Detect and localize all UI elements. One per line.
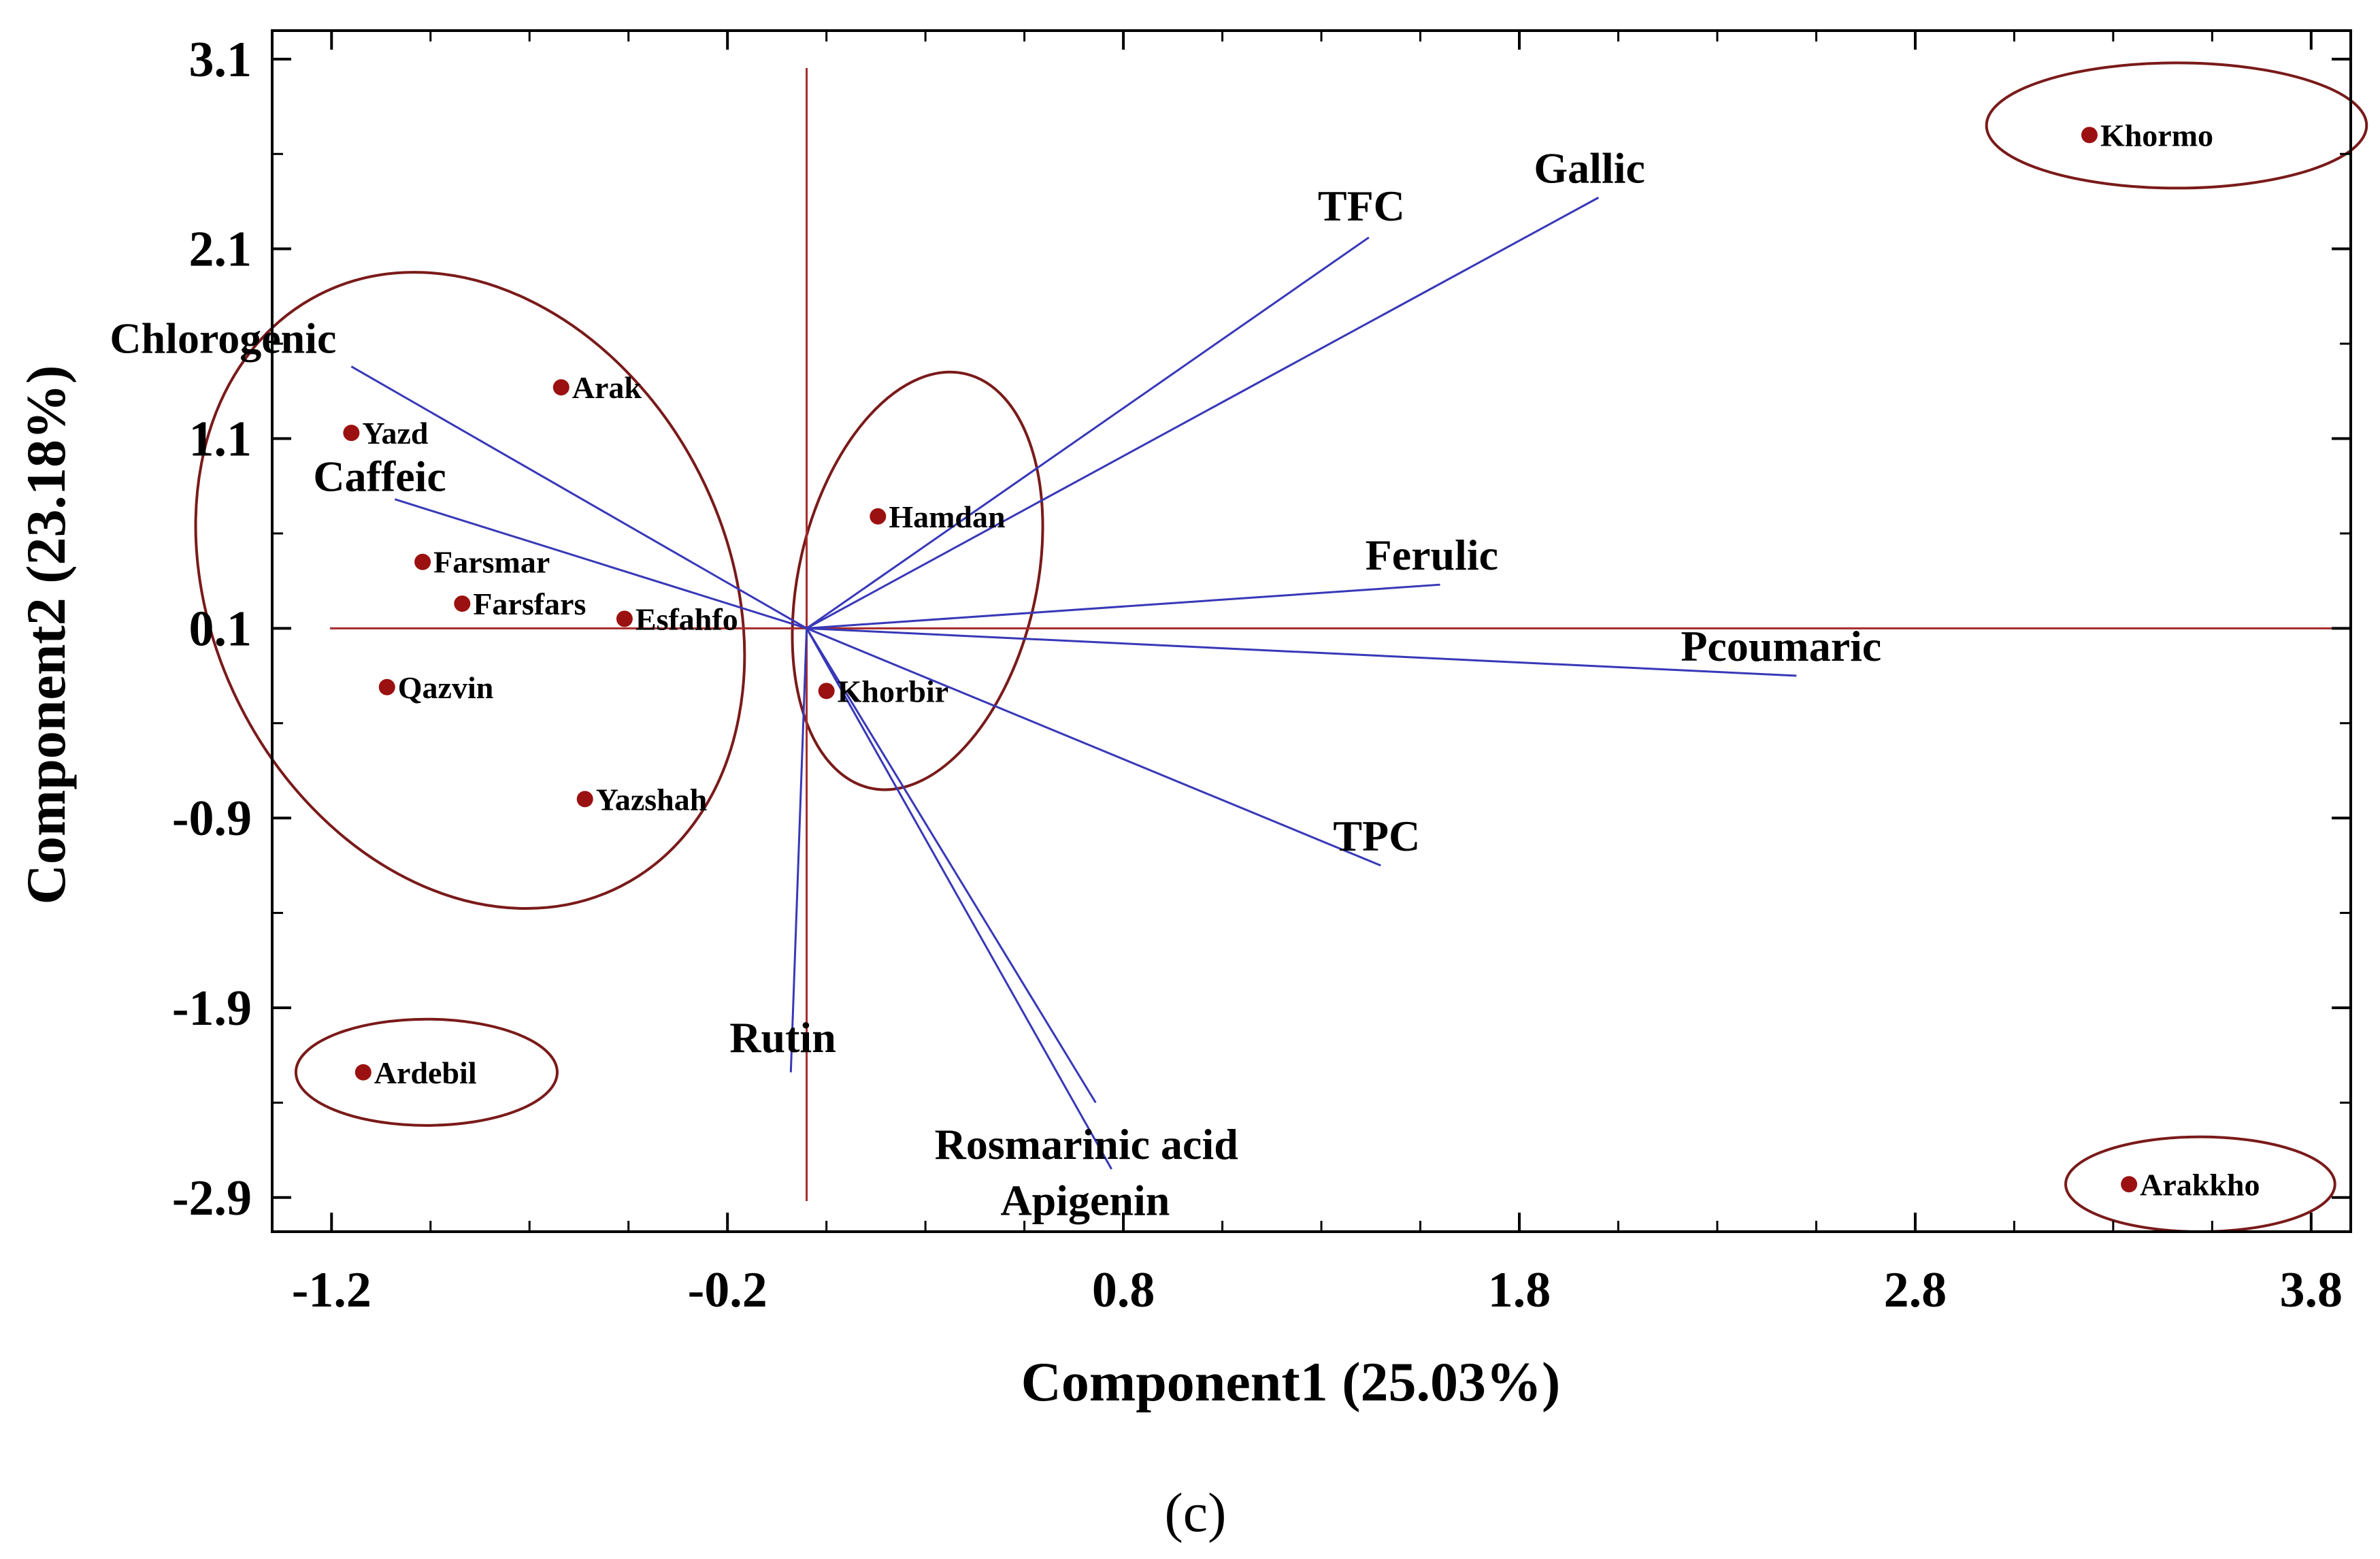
point-khorbir: [818, 683, 835, 700]
point-arak: [552, 379, 569, 396]
point-label-qazvin: Qazvin: [398, 670, 494, 705]
point-label-farsfars: Farsfars: [473, 587, 586, 621]
cluster-ellipse-4: [294, 1017, 559, 1127]
x-axis-title: Component1 (25.03%): [1021, 1351, 1561, 1413]
point-farsmar: [414, 553, 431, 570]
vector-label-rutin: Rutin: [729, 1013, 836, 1062]
vector-tfc: [806, 236, 1370, 629]
cluster-ellipse-1: [1985, 61, 2368, 190]
y-tick-label: 2.1: [189, 222, 252, 278]
y-tick-label: -1.9: [172, 981, 252, 1036]
vector-label-pcoumaric: Pcoumaric: [1681, 622, 1881, 670]
x-tick-label: 0.8: [1092, 1262, 1155, 1318]
point-yazd: [343, 425, 360, 442]
point-esfahfo: [616, 610, 633, 627]
vector-chlorogenic: [350, 365, 808, 629]
axis-ticks: -1.2 -0.2 0.8 1.8 2.8 3.8 3.1 2.1 1.1 0.1 -0.9 -1.9…: [172, 31, 2351, 1318]
point-label-khorbir: Khorbir: [838, 674, 949, 708]
y-tick-label: 3.1: [189, 32, 252, 88]
y-tick-label: -0.9: [172, 791, 252, 847]
cluster-ellipse-2: [194, 271, 746, 910]
vector-rosmarinic-acid: [806, 627, 1112, 1170]
vector-caffeic: [394, 498, 808, 629]
x-tick-label: 1.8: [1488, 1262, 1551, 1318]
point-khormo: [2081, 127, 2098, 144]
vector-gallic: [806, 197, 1600, 629]
vector-label-chlorogenic: Chlorogenic: [110, 314, 336, 363]
vector-pcoumaric: [806, 627, 1797, 677]
point-ardebil: [354, 1064, 371, 1081]
point-label-yazshah: Yazshah: [596, 782, 708, 817]
vector-ferulic: [806, 583, 1440, 629]
point-label-hamdan: Hamdan: [889, 499, 1005, 534]
x-tick-label: -0.2: [688, 1262, 767, 1318]
point-arakkho: [2121, 1176, 2138, 1193]
plot-border: [271, 29, 2352, 1233]
point-label-khormo: Khormo: [2100, 118, 2213, 152]
y-tick-label: 1.1: [189, 411, 252, 467]
vector-label-rosmarinic-acid: Rosmarinic acid: [935, 1120, 1238, 1168]
point-label-arakkho: Arakkho: [2140, 1167, 2260, 1202]
origin-cross-lines: [330, 68, 2344, 1201]
vector-label-apigenin: Apigenin: [1000, 1176, 1170, 1224]
x-tick-label: -1.2: [292, 1262, 371, 1318]
loading-vectors: Chlorogenic Caffeic TFC Gallic Ferulic Pcouma…: [110, 144, 1881, 1224]
score-points: Khormo Arak Yazd Hamdan Farsmar Farsfars Esfah…: [343, 118, 2260, 1202]
point-qazvin: [378, 678, 395, 695]
vector-label-tpc: TPC: [1333, 812, 1420, 860]
plot-frame: [271, 29, 2352, 1233]
cluster-ellipses: [194, 61, 2368, 1233]
vector-rutin: [789, 628, 808, 1072]
vector-tpc: [806, 627, 1381, 867]
vector-apigenin: [806, 627, 1097, 1104]
x-tick-label: 3.8: [2280, 1262, 2343, 1318]
point-label-esfahfo: Esfahfo: [635, 602, 738, 636]
y-tick-label: -2.9: [172, 1170, 252, 1226]
vector-label-ferulic: Ferulic: [1366, 531, 1498, 579]
point-farsfars: [454, 595, 471, 612]
y-axis-title: Component2 (23.18%): [15, 365, 77, 905]
cluster-ellipse-3: [791, 370, 1044, 791]
vector-label-caffeic: Caffeic: [313, 453, 446, 501]
point-hamdan: [870, 508, 887, 525]
point-label-yazd: Yazd: [362, 416, 429, 450]
x-tick-label: 2.8: [1884, 1262, 1947, 1318]
figure-caption: (c): [1164, 1481, 1226, 1543]
point-yazshah: [576, 791, 593, 808]
vector-label-gallic: Gallic: [1534, 144, 1645, 192]
point-label-farsmar: Farsmar: [433, 545, 550, 580]
vector-label-tfc: TFC: [1318, 182, 1405, 230]
point-label-ardebil: Ardebil: [374, 1055, 477, 1090]
y-tick-label: 0.1: [189, 601, 252, 657]
point-label-arak: Arak: [572, 370, 642, 405]
